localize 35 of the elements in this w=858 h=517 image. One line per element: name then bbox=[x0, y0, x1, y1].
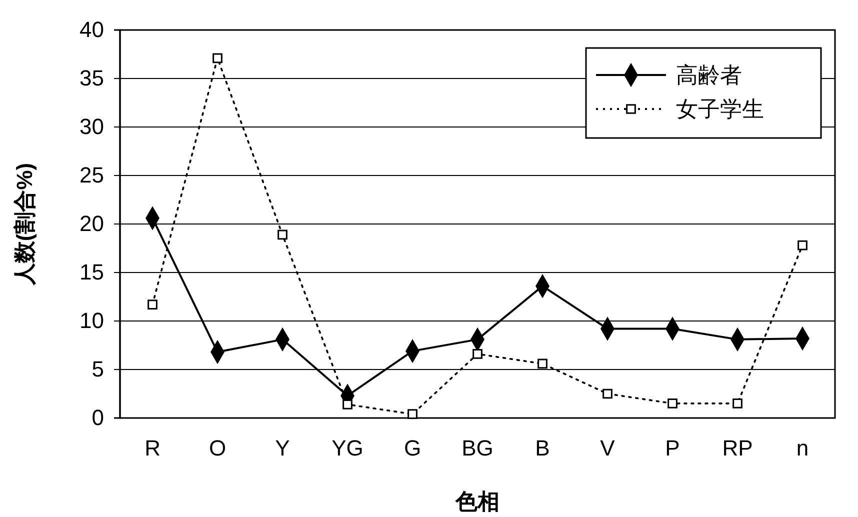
y-tick-label: 25 bbox=[80, 162, 104, 188]
y-tick-label: 40 bbox=[80, 17, 104, 42]
point bbox=[408, 409, 418, 420]
legend-label: 高齢者 bbox=[676, 62, 742, 88]
y-tick-label: 35 bbox=[80, 66, 104, 91]
x-axis-title: 色相 bbox=[454, 489, 500, 514]
point bbox=[472, 349, 482, 359]
x-tick-label: n bbox=[796, 436, 809, 461]
point bbox=[668, 398, 678, 408]
point bbox=[538, 358, 548, 369]
y-tick-label: 0 bbox=[92, 405, 104, 430]
x-tick-label: B bbox=[535, 436, 550, 461]
x-tick-label: R bbox=[144, 436, 160, 461]
y-tick-label: 10 bbox=[80, 308, 104, 334]
y-tick-label: 20 bbox=[80, 211, 104, 236]
y-tick-label: 15 bbox=[80, 260, 104, 285]
x-tick-label: BG bbox=[462, 436, 494, 461]
x-tick-label: O bbox=[208, 436, 226, 461]
y-tick-label: 5 bbox=[92, 356, 104, 382]
y-tick-label: 30 bbox=[80, 114, 104, 140]
x-tick-label: G bbox=[404, 436, 422, 461]
point bbox=[732, 398, 742, 408]
point bbox=[602, 388, 612, 399]
x-tick-label: RP bbox=[722, 436, 753, 461]
point bbox=[212, 53, 222, 64]
point bbox=[148, 300, 158, 310]
y-axis-title: 人数(割合%) bbox=[12, 162, 37, 286]
legend-label: 女子学生 bbox=[676, 96, 764, 122]
x-tick-label: Y bbox=[275, 436, 290, 461]
x-tick-label: V bbox=[600, 436, 616, 461]
point bbox=[798, 240, 808, 250]
point bbox=[278, 230, 288, 240]
x-tick-label: YG bbox=[332, 436, 364, 461]
point bbox=[342, 399, 352, 410]
x-tick-label: P bbox=[665, 436, 680, 461]
